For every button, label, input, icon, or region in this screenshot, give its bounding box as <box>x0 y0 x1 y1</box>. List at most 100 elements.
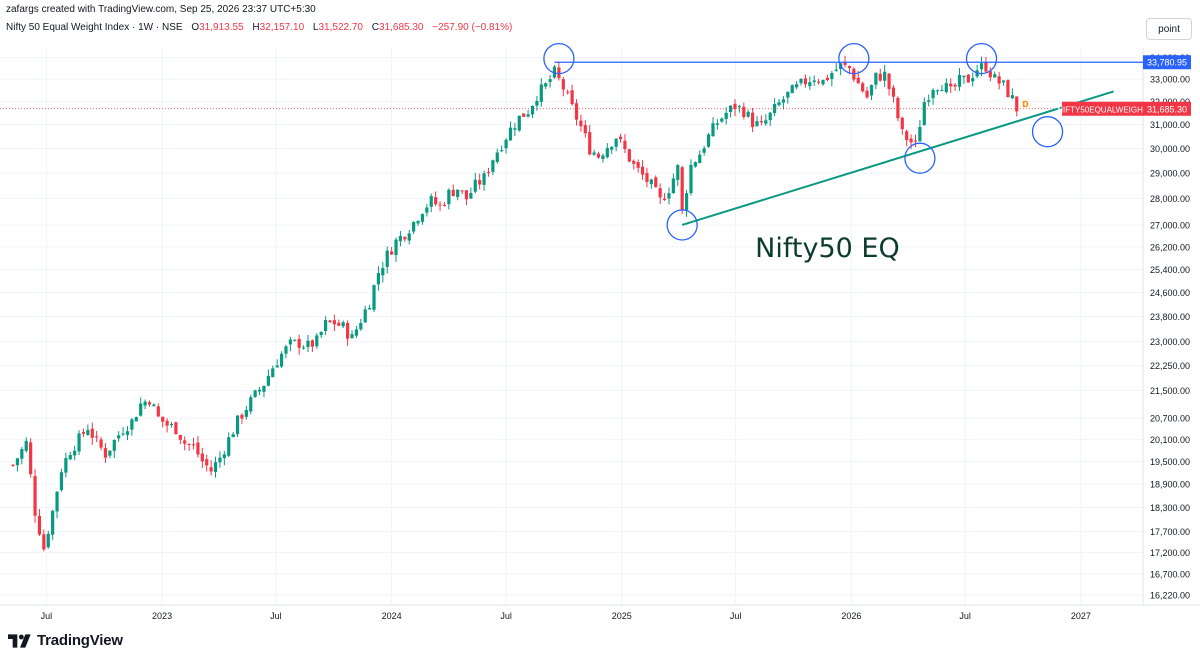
candle-body <box>746 111 750 117</box>
candle-body <box>676 165 680 180</box>
candle-body <box>205 459 209 466</box>
candle-body <box>59 472 64 491</box>
price-scale-mode-button[interactable]: point <box>1146 18 1192 40</box>
candle-body <box>464 190 469 200</box>
candle-body <box>662 198 667 200</box>
candle-body <box>350 334 354 339</box>
candle-body <box>618 136 623 140</box>
candle-body <box>684 193 689 211</box>
candle-body <box>544 83 548 87</box>
candle-body <box>64 458 68 473</box>
dividend-marker-label: D <box>1023 100 1029 109</box>
candle-body <box>869 85 874 96</box>
highlight-circle <box>543 42 575 75</box>
candle-body <box>161 416 165 422</box>
tradingview-logo-icon <box>8 633 31 648</box>
candle-body <box>1015 96 1019 112</box>
chart-credit: zafargs created with TradingView.com, Se… <box>6 4 316 15</box>
candle-body <box>191 444 196 446</box>
candle-body <box>310 340 314 347</box>
candle-body <box>332 320 336 325</box>
high-value: 32,157.10 <box>259 22 305 33</box>
close-label: C <box>371 22 379 33</box>
candle-body <box>742 106 746 117</box>
candle-body <box>403 237 407 240</box>
candle-body <box>337 322 341 326</box>
time-tick-label: 2026 <box>841 611 861 621</box>
low-label: L <box>312 22 319 33</box>
candle-body <box>605 148 609 158</box>
time-axis[interactable]: Jul 2023 Jul 2024 Jul 2025 Jul 2026 Jul 2027 <box>41 611 1091 621</box>
chart-annotation-text: Nifty50 EQ <box>755 233 900 264</box>
candle-body <box>702 148 706 153</box>
resistance-price-tag <box>1143 55 1191 70</box>
candle-body <box>971 78 975 82</box>
candle-body <box>878 73 882 81</box>
highlight-circle <box>666 209 698 241</box>
candle-body <box>323 320 328 331</box>
price-tick-label: 26,200.00 <box>1150 242 1190 252</box>
candle-body <box>997 76 1001 84</box>
candle-body <box>482 173 486 185</box>
candle-body <box>227 437 231 456</box>
candle-body <box>504 139 508 149</box>
candle-body <box>896 97 900 119</box>
candle-body <box>372 285 376 310</box>
chart-drawings: Nifty50 EQ D <box>0 42 1143 264</box>
candle-body <box>949 83 953 87</box>
candle-body <box>751 112 755 128</box>
candle-body <box>42 534 46 550</box>
time-tick-label: 2027 <box>1071 611 1091 621</box>
time-tick-label: 2023 <box>152 611 172 621</box>
candle-body <box>517 115 521 131</box>
candle-body <box>588 132 592 155</box>
candle-body <box>513 128 517 130</box>
candle-body <box>412 221 416 232</box>
candle-body <box>720 118 724 122</box>
time-tick-label: Jul <box>730 611 742 621</box>
candle-body <box>693 162 697 167</box>
symbol-name-tag <box>1062 101 1143 116</box>
candle-body <box>425 207 429 213</box>
candle-body <box>574 103 579 120</box>
candle-body <box>711 123 715 137</box>
candle-body <box>856 77 860 84</box>
candle-body <box>891 87 896 97</box>
candle-body <box>931 89 935 99</box>
candle-body <box>121 433 125 435</box>
candle-body <box>944 83 948 93</box>
candle-body <box>420 214 425 222</box>
candle-body <box>847 66 852 69</box>
candle-body <box>561 79 565 90</box>
candle-body <box>557 67 561 79</box>
price-tick-label: 33,000.00 <box>1150 75 1190 85</box>
candle-body <box>649 179 653 185</box>
candle-body <box>95 436 99 438</box>
candle-body <box>279 353 284 367</box>
footer-brand[interactable]: TradingView <box>8 632 123 649</box>
candle-body <box>385 250 389 267</box>
candle-body <box>596 153 601 158</box>
candle-body <box>777 102 781 106</box>
candle-body <box>257 389 262 392</box>
candle-body <box>803 78 808 85</box>
candle-body <box>438 204 442 206</box>
candle-body <box>15 458 20 466</box>
time-tick-label: Jul <box>500 611 512 621</box>
candle-body <box>381 268 385 276</box>
candle-body <box>77 433 81 452</box>
price-axis[interactable]: 34,000.0033,000.0032,000.0031,000.0030,0… <box>1150 53 1190 601</box>
candle-body <box>724 112 728 119</box>
candle-body <box>940 90 944 92</box>
candle-body <box>478 180 482 185</box>
candle-body <box>539 84 543 102</box>
candle-body <box>495 152 499 163</box>
candle-body <box>275 365 279 368</box>
low-value: 31,522.70 <box>318 22 363 33</box>
candle-body <box>861 83 865 92</box>
candle-body <box>821 79 825 85</box>
candle-body <box>183 440 187 444</box>
candle-body <box>288 339 292 345</box>
price-tick-label: 27,000.00 <box>1150 220 1190 230</box>
